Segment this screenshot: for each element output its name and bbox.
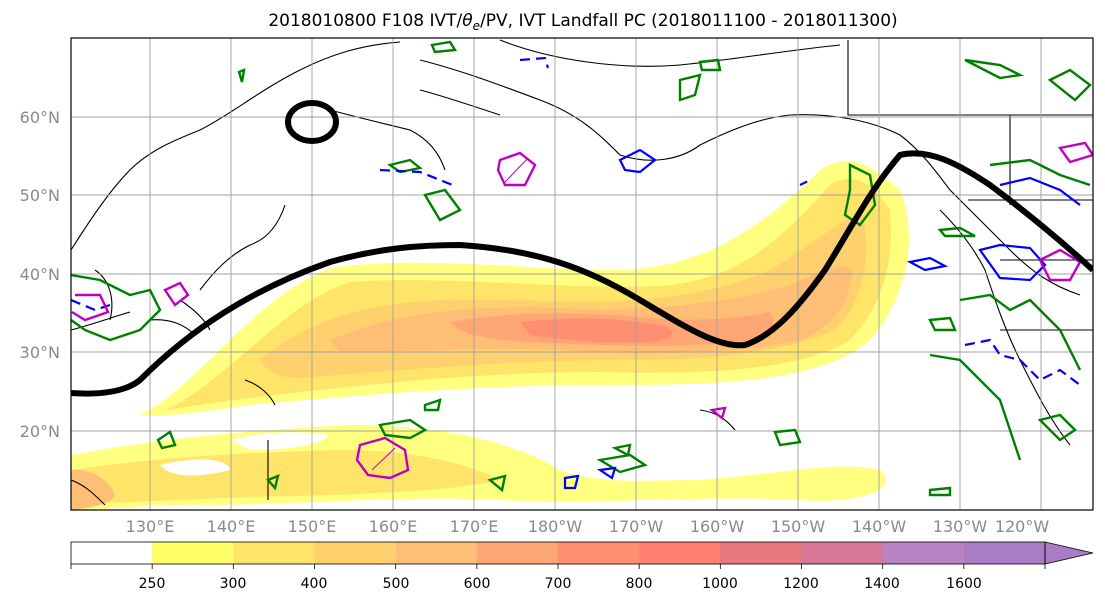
colorbar-swatch	[476, 542, 559, 564]
colorbar-tick-label: 250	[139, 576, 166, 592]
colorbar-swatch	[720, 542, 802, 564]
colorbar-tick-label: 500	[383, 576, 410, 592]
colorbar-swatches	[71, 542, 1046, 564]
colorbar-swatch	[558, 542, 640, 564]
lat-label: 20°N	[20, 422, 60, 441]
colorbar-tick-label: 700	[545, 576, 572, 592]
gridlines	[71, 38, 1093, 510]
lon-label: 160°E	[369, 517, 418, 536]
lon-label: 170°E	[450, 517, 499, 536]
lon-label: 130°E	[126, 517, 175, 536]
colorbar-tick-label: 600	[464, 576, 491, 592]
colorbar-swatch	[152, 542, 234, 564]
lon-label: 150°E	[288, 517, 337, 536]
colorbar-swatch	[71, 542, 153, 564]
lat-label: 50°N	[20, 186, 60, 205]
colorbar-tick-label: 1600	[946, 576, 982, 592]
lon-label: 140°W	[852, 517, 907, 536]
ivt-colorbar: 250 300 400 500 600 700 800 1000 1200 14…	[70, 541, 1094, 592]
colorbar-tick-label: 1000	[702, 576, 738, 592]
latitude-labels: 60°N 50°N 40°N 30°N 20°N	[20, 108, 60, 441]
colorbar-tick-label: 800	[626, 576, 653, 592]
lon-label: 140°E	[207, 517, 256, 536]
colorbar-tick-label: 1200	[783, 576, 819, 592]
map-frame	[70, 37, 1094, 511]
colorbar-extend-arrow	[1044, 541, 1094, 565]
colorbar-tick-labels: 250 300 400 500 600 700 800 1000 1200 14…	[139, 576, 982, 592]
colorbar-swatch	[233, 542, 315, 564]
lat-label: 30°N	[20, 343, 60, 362]
colorbar-swatch	[314, 542, 397, 564]
lat-label: 60°N	[20, 108, 60, 127]
colorbar-swatch	[639, 542, 721, 564]
colorbar-swatch	[801, 542, 884, 564]
lon-label: 160°W	[690, 517, 745, 536]
map-panel	[71, 38, 1093, 510]
lon-label: 120°W	[995, 517, 1050, 536]
landfall-track	[71, 100, 1093, 397]
colorbar-swatch	[882, 542, 965, 564]
lon-label: 180°W	[528, 517, 583, 536]
colorbar-ticks	[70, 564, 1046, 569]
lon-label: 170°W	[609, 517, 664, 536]
colorbar-swatch	[963, 542, 1046, 564]
colorbar-tick-label: 1400	[864, 576, 900, 592]
lon-label: 150°W	[771, 517, 826, 536]
colorbar-tick-label: 300	[220, 576, 247, 592]
lon-label: 130°W	[933, 517, 988, 536]
figure-title: 2018010800 F108 IVT/θe/PV, IVT Landfall …	[268, 11, 897, 33]
colorbar-tick-label: 400	[301, 576, 328, 592]
magenta-contours	[71, 141, 1093, 480]
colorbar-swatch	[395, 542, 478, 564]
longitude-labels: 130°E 140°E 150°E 160°E 170°E 180°W 170°…	[126, 517, 1050, 536]
lat-label: 40°N	[20, 265, 60, 284]
